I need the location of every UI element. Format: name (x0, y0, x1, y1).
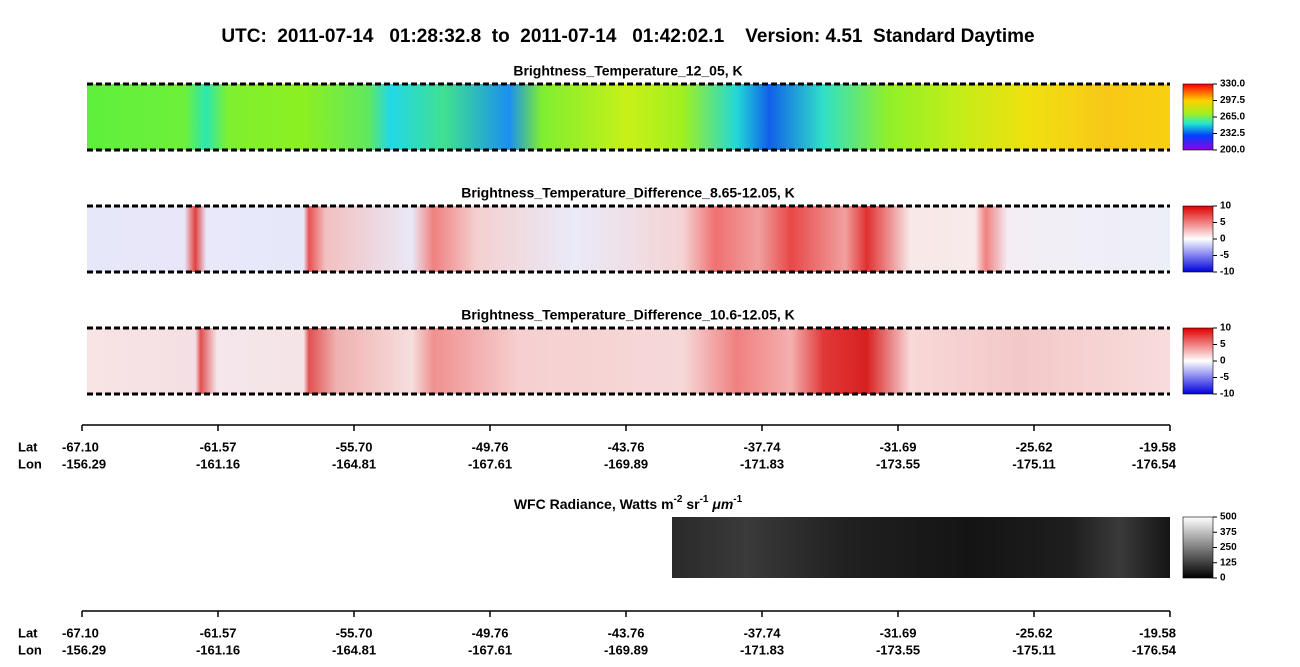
lat-label: -43.76 (608, 439, 645, 454)
colorbar (1182, 516, 1214, 579)
lat-label: -19.58 (1139, 625, 1176, 640)
lon-label: -173.55 (876, 642, 920, 657)
image-strip (672, 517, 1170, 578)
lat-label: -67.10 (62, 439, 99, 454)
colorbar (1182, 205, 1214, 273)
lat-label: -49.76 (472, 625, 509, 640)
lon-label: -167.61 (468, 642, 512, 657)
lon-label: -176.54 (1132, 642, 1177, 657)
lat-label: -31.69 (880, 439, 917, 454)
lon-label: -167.61 (468, 456, 512, 471)
lon-label: -169.89 (604, 642, 648, 657)
lat-label: -55.70 (336, 625, 373, 640)
title-text: μm (708, 496, 733, 512)
lon-label: -156.29 (62, 456, 106, 471)
row-label: Lon (18, 642, 42, 657)
colorbar-label: 10 (1220, 323, 1232, 334)
row-label: Lat (18, 625, 38, 640)
lat-label: -55.70 (336, 439, 373, 454)
colorbar-label: 0 (1220, 356, 1226, 367)
colorbar (1182, 327, 1214, 395)
lat-label: -19.58 (1139, 439, 1176, 454)
lon-label: -175.11 (1012, 642, 1055, 657)
colorbar-label: -10 (1220, 267, 1235, 278)
title-superscript: -1 (733, 494, 742, 505)
colorbar-label: -10 (1220, 389, 1235, 400)
colorbar-label: 500 (1220, 512, 1237, 523)
colorbar-label: 0 (1220, 573, 1226, 584)
lon-label: -171.83 (740, 642, 784, 657)
lat-label: -49.76 (472, 439, 509, 454)
colorbar-label: 265.0 (1220, 112, 1245, 123)
lon-label: -175.11 (1012, 456, 1055, 471)
lat-label: -67.10 (62, 625, 99, 640)
colorbar-label: -5 (1220, 372, 1229, 383)
colorbar-label: -5 (1220, 250, 1229, 261)
lon-label: -164.81 (332, 456, 376, 471)
lon-label: -171.83 (740, 456, 784, 471)
lon-label: -156.29 (62, 642, 106, 657)
colorbar-label: 375 (1220, 527, 1237, 538)
image-strip (87, 206, 1170, 272)
lon-label: -161.16 (196, 456, 240, 471)
colorbar-label: 5 (1220, 339, 1226, 350)
title-text: sr (682, 496, 700, 512)
panel-title: WFC Radiance, Watts m-2 sr-1 μm-1 (514, 494, 743, 512)
page-title: UTC: 2011-07-14 01:28:32.8 to 2011-07-14… (221, 26, 1034, 47)
image-strip (87, 84, 1170, 150)
panel-title: Brightness_Temperature_12_05, K (513, 63, 742, 79)
row-label: Lon (18, 456, 42, 471)
lat-label: -61.57 (200, 439, 237, 454)
image-strip (87, 328, 1170, 394)
title-superscript: -1 (700, 494, 709, 505)
panel-title: Brightness_Temperature_Difference_10.6-1… (461, 307, 795, 323)
row-label: Lat (18, 439, 38, 454)
lon-label: -169.89 (604, 456, 648, 471)
colorbar-label: 200.0 (1220, 145, 1245, 156)
lat-label: -31.69 (880, 625, 917, 640)
colorbar-label: 330.0 (1220, 79, 1245, 90)
lat-label: -37.74 (744, 625, 782, 640)
panel-title: Brightness_Temperature_Difference_8.65-1… (461, 185, 795, 201)
colorbar-label: 125 (1220, 557, 1237, 568)
colorbar-label: 232.5 (1220, 128, 1245, 139)
lat-label: -25.62 (1016, 439, 1053, 454)
colorbar-label: 0 (1220, 234, 1226, 245)
colorbar-label: 297.5 (1220, 95, 1245, 106)
colorbar-label: 250 (1220, 542, 1237, 553)
lon-label: -164.81 (332, 642, 376, 657)
title-text: WFC Radiance, Watts m (514, 496, 674, 512)
lat-label: -61.57 (200, 625, 237, 640)
lat-label: -25.62 (1016, 625, 1053, 640)
colorbar-label: 5 (1220, 217, 1226, 228)
title-superscript: -2 (674, 494, 683, 505)
lon-label: -173.55 (876, 456, 920, 471)
colorbar-label: 10 (1220, 201, 1232, 212)
colorbar (1182, 83, 1214, 151)
lon-label: -176.54 (1132, 456, 1177, 471)
lat-label: -37.74 (744, 439, 782, 454)
lon-label: -161.16 (196, 642, 240, 657)
lat-label: -43.76 (608, 625, 645, 640)
